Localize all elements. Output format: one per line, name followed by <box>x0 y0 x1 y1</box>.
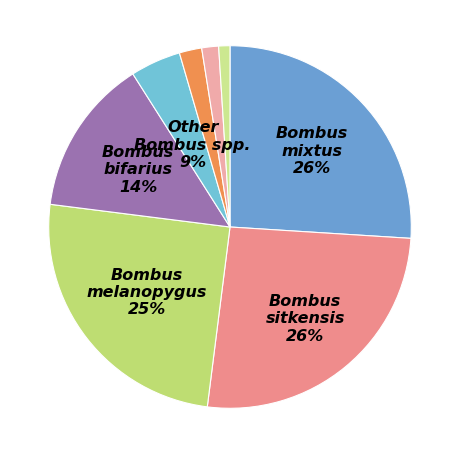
Wedge shape <box>50 75 230 228</box>
Wedge shape <box>218 46 230 228</box>
Wedge shape <box>133 54 230 228</box>
Wedge shape <box>207 228 410 409</box>
Text: Other
Bombus spp.
9%: Other Bombus spp. 9% <box>134 120 251 170</box>
Text: Bombus
melanopygus
25%: Bombus melanopygus 25% <box>87 267 207 317</box>
Text: Bombus
bifarius
14%: Bombus bifarius 14% <box>102 145 174 194</box>
Text: Bombus
mixtus
26%: Bombus mixtus 26% <box>275 126 347 176</box>
Wedge shape <box>230 46 410 239</box>
Wedge shape <box>201 47 230 228</box>
Wedge shape <box>49 205 230 407</box>
Wedge shape <box>179 49 230 228</box>
Text: Bombus
sitkensis
26%: Bombus sitkensis 26% <box>265 293 344 343</box>
